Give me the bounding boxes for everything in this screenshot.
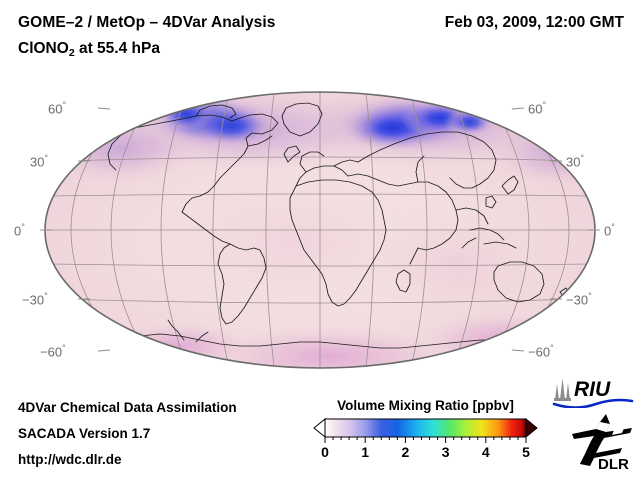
- page-subtitle: ClONO2 at 55.4 hPa: [18, 40, 160, 59]
- species-name: ClONO: [18, 40, 69, 57]
- lat-label-60n-right: 60°: [528, 100, 547, 117]
- colorbar-tick-4: 4: [481, 444, 490, 460]
- map-panel: 60° 30° 0° −30° −60° 60° 30° 0° −30° −60…: [0, 78, 640, 378]
- footer-url[interactable]: http://wdc.dlr.de: [18, 452, 122, 467]
- species-subscript: 2: [68, 47, 75, 59]
- colorbar-tick-1: 1: [361, 444, 370, 460]
- timestamp: Feb 03, 2009, 12:00 GMT: [444, 14, 624, 31]
- riu-tower-icon: [554, 378, 571, 401]
- lat-label-0-left: 0°: [14, 222, 25, 239]
- colorbar-tick-2: 2: [401, 444, 410, 460]
- colorbar: Volume Mixing Ratio [ppbv]: [313, 398, 538, 470]
- lat-label-30s-left: −30°: [22, 291, 48, 308]
- colorbar-tick-0: 0: [321, 444, 329, 460]
- colorbar-title: Volume Mixing Ratio [ppbv]: [337, 398, 514, 413]
- footer-description: 4DVar Chemical Data Assimilation: [18, 400, 237, 415]
- dlr-wordmark: DLR: [598, 456, 629, 472]
- lat-label-60s-left: −60°: [40, 343, 66, 360]
- colorbar-tick-3: 3: [441, 444, 450, 460]
- dlr-logo: DLR: [572, 414, 632, 472]
- mollweide-map: [40, 91, 600, 369]
- colorbar-tick-labels: 0 1 2 3 4 5: [313, 444, 538, 464]
- lat-label-30n-left: 30°: [30, 153, 49, 170]
- page-title: GOME–2 / MetOp – 4DVar Analysis: [18, 14, 276, 31]
- riu-logo: RIU: [552, 378, 634, 408]
- lat-label-60n-left: 60°: [48, 100, 67, 117]
- lat-label-30s-right: −30°: [566, 291, 592, 308]
- lat-label-0-right: 0°: [604, 222, 615, 239]
- footer-version: SACADA Version 1.7: [18, 426, 151, 441]
- coastlines: [99, 102, 571, 349]
- riu-swoosh-icon: [552, 398, 634, 408]
- dlr-mark-icon: [572, 414, 632, 466]
- riu-wordmark: RIU: [574, 378, 611, 401]
- data-field: [45, 92, 595, 368]
- colorbar-tick-5: 5: [522, 444, 530, 460]
- lat-label-30n-right: 30°: [566, 153, 585, 170]
- graticule: [45, 92, 595, 368]
- species-pressure-level: at 55.4 hPa: [74, 40, 160, 57]
- colorbar-gradient: [313, 418, 538, 443]
- lat-label-60s-right: −60°: [528, 343, 554, 360]
- lat-tick-marks: [40, 107, 600, 352]
